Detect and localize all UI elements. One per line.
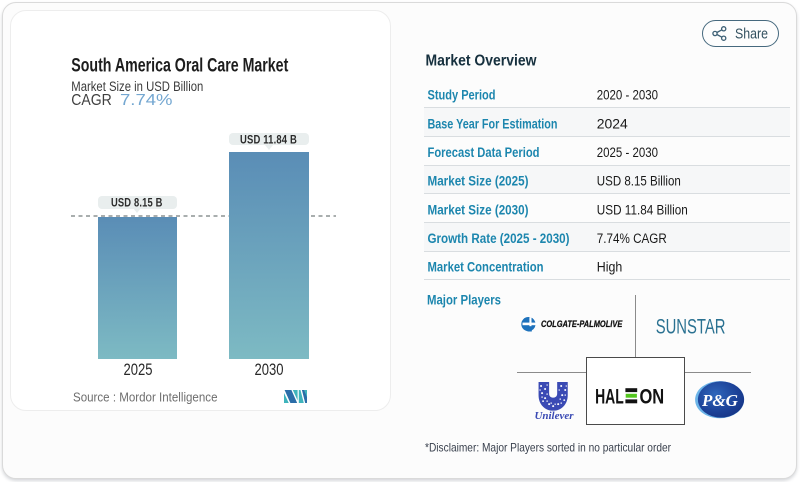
svg-text:2025 - 2030: 2025 - 2030 (597, 145, 658, 160)
svg-text:Market Overview: Market Overview (426, 53, 538, 70)
svg-text:USD 11.84 Billion: USD 11.84 Billion (597, 202, 688, 217)
svg-text:Market Concentration: Market Concentration (428, 260, 544, 275)
svg-text:7.74%: 7.74% (120, 92, 173, 109)
svg-text:USD 8.15 B: USD 8.15 B (111, 198, 163, 210)
svg-text:Market Size (2030): Market Size (2030) (428, 202, 529, 217)
svg-text:ON: ON (640, 386, 665, 409)
svg-text:Market Size in USD Billion: Market Size in USD Billion (71, 79, 203, 94)
svg-text:P&G: P&G (701, 391, 739, 410)
svg-text:Major Players: Major Players (427, 293, 501, 308)
svg-text:Base Year For Estimation: Base Year For Estimation (428, 116, 558, 131)
svg-text:CAGR: CAGR (71, 92, 112, 109)
svg-text:Forecast Data Period: Forecast Data Period (428, 145, 540, 160)
svg-text:2025: 2025 (124, 362, 153, 378)
svg-text:2030: 2030 (255, 362, 284, 378)
svg-text:2024: 2024 (597, 116, 628, 131)
svg-text:South America Oral Care Market: South America Oral Care Market (71, 55, 289, 76)
svg-text:*Disclaimer: Major Players sor: *Disclaimer: Major Players sorted in no … (425, 441, 671, 455)
svg-text:Source : Mordor Intelligence: Source : Mordor Intelligence (73, 390, 218, 405)
svg-text:2020 - 2030: 2020 - 2030 (597, 88, 658, 103)
svg-text:COLGATE-PALMOLIVE: COLGATE-PALMOLIVE (541, 319, 623, 329)
svg-text:Growth Rate (2025 - 2030): Growth Rate (2025 - 2030) (428, 231, 570, 246)
svg-text:SUNSTAR: SUNSTAR (656, 315, 726, 339)
svg-text:USD 11.84 B: USD 11.84 B (240, 134, 297, 146)
svg-text:Share: Share (735, 26, 768, 43)
svg-text:7.74% CAGR: 7.74% CAGR (597, 231, 667, 246)
svg-text:Study Period: Study Period (428, 88, 496, 103)
svg-text:Market Size (2025): Market Size (2025) (428, 174, 529, 189)
svg-text:HAL: HAL (595, 386, 624, 409)
svg-text:High: High (597, 260, 623, 275)
svg-text:USD 8.15 Billion: USD 8.15 Billion (597, 174, 681, 189)
